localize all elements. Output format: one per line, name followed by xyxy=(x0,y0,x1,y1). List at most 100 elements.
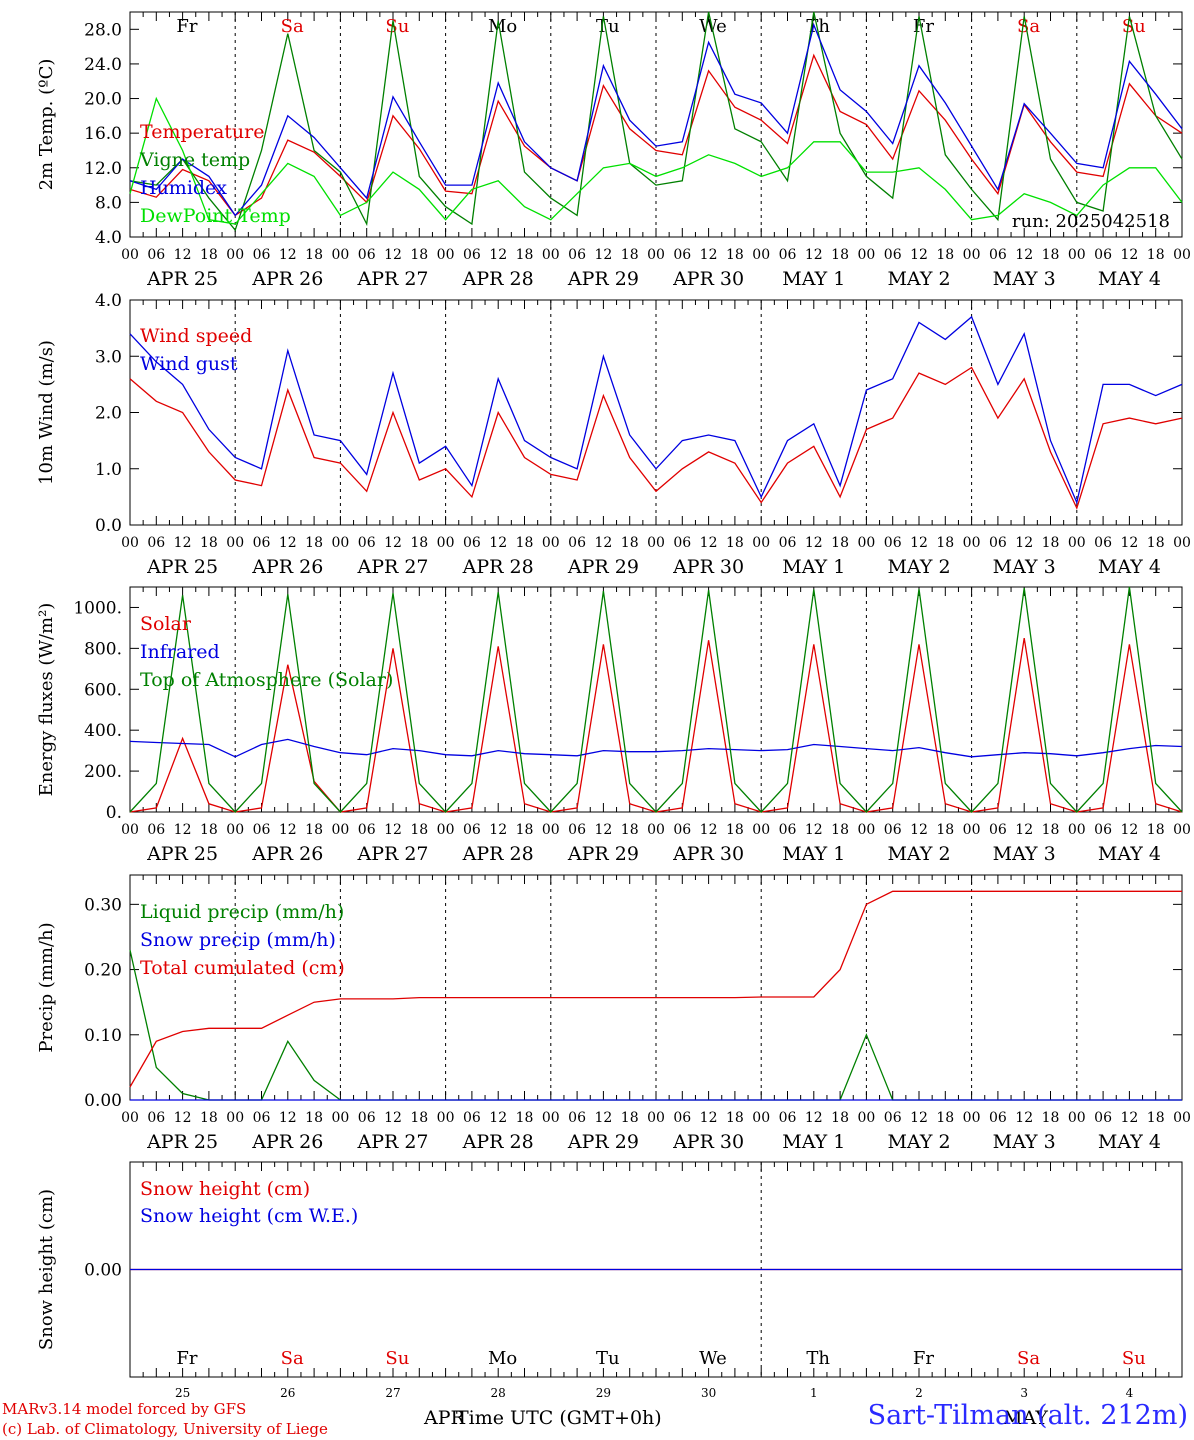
day-number-label: 4 xyxy=(1126,1386,1134,1400)
hour-tick-label: 18 xyxy=(305,535,323,551)
hour-tick-label: 18 xyxy=(726,822,744,838)
hour-tick-label: 18 xyxy=(831,822,849,838)
hour-tick-label: 00 xyxy=(121,822,139,838)
hour-tick-label: 12 xyxy=(700,822,718,838)
y-tick-label: 3.0 xyxy=(95,347,122,367)
hour-tick-label: 00 xyxy=(1068,822,1086,838)
hour-tick-label: 18 xyxy=(410,822,428,838)
hour-tick-label: 12 xyxy=(805,535,823,551)
hour-tick-label: 06 xyxy=(673,1110,691,1126)
date-label: APR 28 xyxy=(462,268,534,290)
hour-tick-label: 00 xyxy=(121,535,139,551)
hour-tick-label: 00 xyxy=(437,247,455,263)
date-label: APR 25 xyxy=(146,556,218,578)
hour-tick-label: 06 xyxy=(358,822,376,838)
hour-tick-label: 12 xyxy=(1015,822,1033,838)
y-tick-label: 600. xyxy=(84,680,122,700)
hour-tick-label: 00 xyxy=(647,1110,665,1126)
hour-tick-label: 00 xyxy=(857,535,875,551)
hour-tick-label: 06 xyxy=(463,247,481,263)
date-label: MAY 1 xyxy=(782,556,845,578)
hour-tick-label: 12 xyxy=(1120,1110,1138,1126)
hour-tick-label: 12 xyxy=(594,535,612,551)
y-axis-title: Energy fluxes (W/m²) xyxy=(36,603,57,797)
hour-tick-label: 06 xyxy=(884,535,902,551)
date-label: APR 25 xyxy=(146,268,218,290)
hour-tick-label: 06 xyxy=(568,1110,586,1126)
series-line xyxy=(129,890,1182,1088)
hour-tick-label: 12 xyxy=(279,535,297,551)
y-tick-label: 0.20 xyxy=(84,961,122,981)
hour-tick-label: 18 xyxy=(936,1110,954,1126)
date-label: APR 25 xyxy=(146,843,218,865)
hour-tick-label: 18 xyxy=(1042,535,1060,551)
hour-tick-label: 18 xyxy=(1042,247,1060,263)
y-tick-label: 1.0 xyxy=(95,460,122,480)
y-tick-label: 0.10 xyxy=(84,1026,122,1046)
weekday-label: Su xyxy=(385,1348,409,1369)
hour-tick-label: 00 xyxy=(647,247,665,263)
hour-tick-label: 06 xyxy=(147,247,165,263)
date-label: MAY 2 xyxy=(887,556,950,578)
hour-tick-label: 06 xyxy=(253,822,271,838)
y-tick-label: 20.0 xyxy=(84,90,122,110)
date-label: APR 26 xyxy=(251,268,323,290)
y-tick-label: 8.0 xyxy=(95,193,122,213)
hour-tick-label: 18 xyxy=(200,535,218,551)
weekday-label: Th xyxy=(806,1348,830,1369)
hour-tick-label: 00 xyxy=(1173,1110,1191,1126)
y-tick-label: 0.30 xyxy=(84,895,122,915)
hour-tick-label: 18 xyxy=(1147,535,1165,551)
weekday-label: Fr xyxy=(176,16,197,37)
day-number-label: 30 xyxy=(701,1386,716,1400)
hour-tick-label: 00 xyxy=(542,535,560,551)
weekday-label: Sa xyxy=(1017,1348,1040,1369)
y-tick-label: 16.0 xyxy=(84,124,122,144)
legend-entry: Snow height (cm) xyxy=(140,1178,310,1200)
series-line xyxy=(129,738,1183,758)
legend-entry: DewPoint Temp xyxy=(140,205,291,227)
hour-tick-label: 00 xyxy=(1173,822,1191,838)
hour-tick-label: 18 xyxy=(936,822,954,838)
hour-tick-label: 06 xyxy=(253,535,271,551)
hour-tick-label: 00 xyxy=(226,535,244,551)
hour-tick-label: 00 xyxy=(647,822,665,838)
hour-tick-label: 18 xyxy=(200,822,218,838)
legend-entry: Temperature xyxy=(140,121,264,143)
hour-tick-label: 18 xyxy=(621,822,639,838)
x-axis-title: Time UTC (GMT+0h) xyxy=(456,1407,662,1429)
hour-tick-label: 18 xyxy=(516,247,534,263)
weekday-label: Tu xyxy=(596,1348,620,1369)
hour-tick-label: 00 xyxy=(331,1110,349,1126)
date-label: APR 26 xyxy=(251,1131,323,1153)
weekday-label: Sa xyxy=(281,1348,304,1369)
date-label: APR 30 xyxy=(672,1131,744,1153)
y-axis-title: 2m Temp. (ºC) xyxy=(36,59,57,191)
model-credit: MARv3.14 model forced by GFS xyxy=(2,1400,247,1418)
snow-panel: 0.00 Snow height (cm) Fr Sa Su Mo Tu We Th Fr Sa Su… xyxy=(36,1161,1183,1400)
hour-tick-label: 06 xyxy=(884,822,902,838)
hour-tick-label: 12 xyxy=(1120,535,1138,551)
date-label: APR 27 xyxy=(356,1131,428,1153)
hour-tick-label: 00 xyxy=(1068,535,1086,551)
hour-tick-label: 06 xyxy=(779,822,797,838)
hour-tick-label: 12 xyxy=(700,247,718,263)
weekday-label: Su xyxy=(385,16,409,37)
hour-tick-label: 18 xyxy=(1042,822,1060,838)
hour-tick-label: 00 xyxy=(331,535,349,551)
hour-tick-label: 18 xyxy=(200,1110,218,1126)
hour-tick-label: 12 xyxy=(279,247,297,263)
hour-tick-label: 12 xyxy=(700,535,718,551)
date-label: MAY 4 xyxy=(1098,843,1161,865)
lab-credit: (c) Lab. of Climatology, University of L… xyxy=(2,1420,328,1438)
day-number-label: 28 xyxy=(491,1386,506,1400)
hour-tick-label: 00 xyxy=(752,1110,770,1126)
weekday-label: Mo xyxy=(488,16,517,37)
hour-tick-label: 12 xyxy=(384,1110,402,1126)
hour-tick-label: 06 xyxy=(989,535,1007,551)
temperature-panel: 4.0 8.0 12.0 16.0 20.0 24.0 28.0 2m Temp. (ºC) 0… xyxy=(36,11,1191,290)
legend-entry: Snow height (cm W.E.) xyxy=(140,1205,358,1227)
hour-tick-label: 00 xyxy=(437,822,455,838)
hour-tick-label: 18 xyxy=(1147,822,1165,838)
